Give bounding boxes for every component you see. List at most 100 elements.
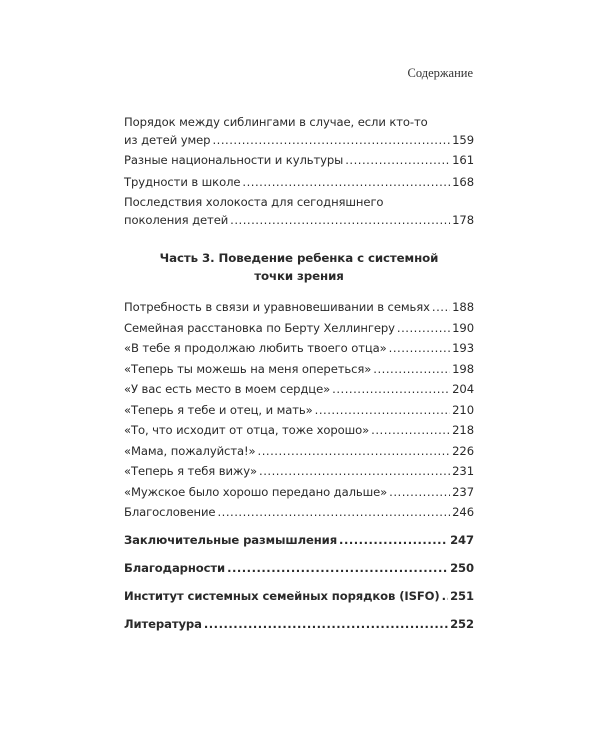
dot-leader	[345, 150, 450, 171]
toc-page-number: 161	[452, 153, 474, 167]
toc-entry-title: «То, что исходит от отца, тоже хорошо»	[124, 423, 370, 437]
toc-entry[interactable]: Разные национальности и культуры 161	[124, 150, 474, 171]
toc-entry-line[interactable]: поколения детей 178	[124, 211, 474, 229]
toc-entry[interactable]: «Теперь я тебя вижу» 231	[124, 461, 474, 482]
toc-entry[interactable]: «У вас есть место в моем сердце» 204	[124, 379, 474, 400]
toc-entry[interactable]: «Мужское было хорошо передано дальше» 237	[124, 482, 474, 503]
toc-entry-title: «Теперь ты можешь на меня опереться»	[124, 361, 372, 376]
toc-entry-line[interactable]: Литература 252	[124, 614, 474, 635]
toc-entry-line[interactable]: из детей умер 159	[124, 131, 474, 149]
toc-entry-title: «В тебе я продолжаю любить твоего отца»	[124, 341, 387, 355]
toc-entry-line[interactable]: «В тебе я продолжаю любить твоего отца» 1…	[124, 338, 474, 359]
toc-page-number: 198	[452, 361, 474, 376]
toc-page-number: 178	[452, 213, 474, 227]
toc-entry-title: Разные национальности и культуры	[124, 153, 344, 167]
dot-leader	[230, 211, 450, 229]
toc-entry-line[interactable]: Благодарности 250	[124, 558, 474, 579]
toc-entry-major[interactable]: Институт системных семейных порядков (IS…	[124, 586, 474, 607]
toc-entry[interactable]: «В тебе я продолжаю любить твоего отца» 1…	[124, 338, 474, 359]
toc-entry-title: Потребность в связи и уравновешивании в …	[124, 300, 430, 314]
toc-entry-title-line1: Порядок между сиблингами в случае, если …	[124, 115, 428, 129]
toc-entry-line[interactable]: «Теперь ты можешь на меня опереться» 198	[124, 359, 474, 380]
toc-entry-line[interactable]: «Теперь я тебя вижу» 231	[124, 461, 474, 482]
toc-entry[interactable]: Семейная расстановка по Берту Хеллингеру…	[124, 318, 474, 339]
toc-page-number: 210	[452, 402, 474, 417]
toc-entry-major[interactable]: Благодарности 250	[124, 558, 474, 579]
toc-page-number: 159	[452, 133, 474, 147]
toc-page-number: 237	[452, 484, 474, 499]
toc-page-number: 231	[452, 464, 474, 478]
toc-entry-line[interactable]: «Теперь я тебе и отец, и мать» 210	[124, 400, 474, 421]
dot-leader	[212, 131, 450, 149]
toc-page-number: 168	[452, 174, 474, 189]
dot-leader	[315, 400, 451, 421]
toc-entry-line[interactable]: Разные национальности и культуры 161	[124, 150, 474, 171]
toc-entry-title: Институт системных семейных порядков (IS…	[124, 589, 440, 603]
toc-page-number: 246	[452, 505, 474, 519]
dot-leader	[204, 614, 448, 635]
toc-entry-title: «Теперь я тебе и отец, и мать»	[124, 402, 313, 417]
toc-entry-line[interactable]: «Мужское было хорошо передано дальше» 237	[124, 482, 474, 503]
part-heading: Часть 3. Поведение ребенка с системной т…	[124, 249, 474, 285]
dot-leader	[339, 530, 448, 551]
toc-entry-title: Трудности в школе	[124, 174, 241, 189]
toc-entry-title: Благословение	[124, 505, 216, 519]
dot-leader	[373, 359, 450, 380]
dot-leader	[242, 172, 450, 193]
dot-leader	[227, 558, 448, 579]
toc-page-number: 226	[452, 443, 474, 458]
toc-entry-major[interactable]: Заключительные размышления 247	[124, 530, 474, 551]
toc-entry-line[interactable]: Трудности в школе 168	[124, 172, 474, 193]
dot-leader	[332, 379, 450, 400]
dot-leader	[397, 318, 450, 339]
toc-entry-title-line1: Последствия холокоста для сегодняшнего	[124, 195, 384, 209]
toc-page-number: 204	[452, 382, 474, 396]
toc-page-number: 251	[450, 589, 474, 603]
dot-leader	[389, 338, 451, 359]
toc-entry-title: Благодарности	[124, 561, 226, 575]
toc-page-number: 252	[450, 617, 474, 631]
toc-entry-title: «У вас есть место в моем сердце»	[124, 382, 331, 396]
toc-entry[interactable]: «Теперь ты можешь на меня опереться» 198	[124, 359, 474, 380]
toc-entry-title: из детей умер	[124, 133, 211, 147]
toc-entry[interactable]: Потребность в связи и уравновешивании в …	[124, 297, 474, 318]
toc-page-number: 247	[450, 533, 474, 547]
toc-entry-title: поколения детей	[124, 213, 229, 227]
toc-page-number: 188	[452, 300, 474, 314]
toc-entry-major[interactable]: Литература 252	[124, 614, 474, 635]
toc-entry[interactable]: Порядок между сиблингами в случае, если …	[124, 113, 474, 149]
toc-entry[interactable]: Последствия холокоста для сегодняшнего по…	[124, 193, 474, 229]
toc-entry-line[interactable]: «Мама, пожалуйста!» 226	[124, 441, 474, 462]
toc-page-number: 193	[452, 341, 474, 355]
dot-leader	[217, 502, 450, 523]
toc-entry-title: Семейная расстановка по Берту Хеллингеру	[124, 320, 395, 335]
toc-entry-line[interactable]: Благословение 246	[124, 502, 474, 523]
toc-entry-line[interactable]: «У вас есть место в моем сердце» 204	[124, 379, 474, 400]
toc-entry-title: «Мама, пожалуйста!»	[124, 443, 256, 458]
toc-entry[interactable]: «То, что исходит от отца, тоже хорошо» 21…	[124, 420, 474, 441]
toc-entry-line[interactable]: Семейная расстановка по Берту Хеллингеру…	[124, 318, 474, 339]
toc-entry-line[interactable]: «То, что исходит от отца, тоже хорошо» 21…	[124, 420, 474, 441]
toc-entry-title: Заключительные размышления	[124, 533, 338, 547]
toc-page-number: 250	[450, 561, 474, 575]
toc-entry[interactable]: Трудности в школе 168	[124, 172, 474, 193]
toc-entry[interactable]: «Мама, пожалуйста!» 226	[124, 441, 474, 462]
toc-entry-line[interactable]: Потребность в связи и уравновешивании в …	[124, 297, 474, 318]
dot-leader	[258, 441, 451, 462]
toc-entry-title: «Теперь я тебя вижу»	[124, 464, 258, 478]
toc-entry-line[interactable]: Институт системных семейных порядков (IS…	[124, 586, 474, 607]
toc-entry[interactable]: «Теперь я тебе и отец, и мать» 210	[124, 400, 474, 421]
dot-leader	[259, 461, 450, 482]
toc-entry-title: Литература	[124, 617, 202, 631]
dot-leader	[442, 586, 448, 607]
part-heading-line2: точки зрения	[254, 269, 344, 283]
toc-entry[interactable]: Благословение 246	[124, 502, 474, 523]
dot-leader	[389, 482, 450, 503]
dot-leader	[432, 297, 450, 318]
dot-leader	[371, 420, 450, 441]
toc-page-number: 218	[452, 423, 474, 437]
table-of-contents: Порядок между сиблингами в случае, если …	[124, 113, 474, 635]
running-head: Содержание	[407, 66, 474, 80]
toc-entry-line[interactable]: Заключительные размышления 247	[124, 530, 474, 551]
toc-page-number: 190	[452, 320, 474, 335]
